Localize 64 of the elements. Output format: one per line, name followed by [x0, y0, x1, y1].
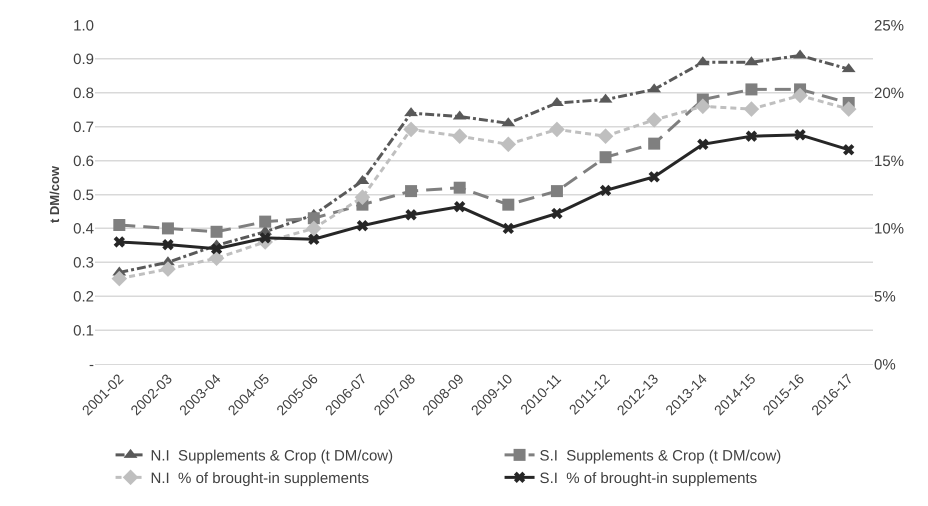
- point: [308, 212, 320, 224]
- y2-tick-label: 25%: [874, 17, 904, 34]
- point: [162, 239, 174, 250]
- point: [454, 182, 466, 194]
- point: [210, 243, 222, 254]
- y-tick-label: 0.9: [73, 51, 94, 68]
- point: [792, 88, 808, 104]
- point: [840, 101, 856, 117]
- legend-label: N.I % of brought-in supplements: [150, 470, 370, 488]
- legend-label: N.I Supplements & Crop (t DM/cow): [150, 448, 394, 465]
- y2-tick-label: 0%: [874, 356, 896, 374]
- point: [794, 129, 806, 140]
- point: [697, 138, 708, 150]
- point: [600, 184, 612, 196]
- legend-label: S.I % of brought-in supplements: [540, 470, 758, 488]
- y-axis-title: t DM/cow: [47, 165, 62, 224]
- point: [549, 122, 565, 138]
- y-tick-label: 0.1: [73, 322, 94, 340]
- point: [648, 138, 660, 150]
- point: [210, 226, 223, 238]
- point: [403, 122, 419, 138]
- point: [454, 201, 466, 212]
- y2-tick-label: 20%: [874, 85, 904, 102]
- point: [600, 151, 612, 164]
- y-tick-label: 0.7: [73, 118, 94, 136]
- y-tick-label: 1.0: [73, 17, 94, 34]
- y-tick-label: 0.2: [73, 288, 94, 306]
- point: [695, 98, 711, 114]
- point: [308, 234, 320, 245]
- legend-label: S.I Supplements & Crop (t DM/cow): [540, 448, 782, 465]
- point: [648, 171, 660, 183]
- point: [354, 189, 370, 206]
- point: [746, 130, 758, 142]
- point: [744, 101, 760, 117]
- point: [356, 220, 368, 232]
- point: [551, 208, 563, 220]
- point: [208, 250, 224, 266]
- point: [405, 209, 417, 220]
- point: [160, 261, 176, 277]
- point: [112, 270, 128, 286]
- point: [452, 128, 468, 144]
- point: [306, 220, 322, 236]
- y-tick-label: 0.3: [73, 254, 94, 272]
- point: [500, 136, 516, 152]
- y2-tick-label: 15%: [874, 152, 904, 170]
- point: [502, 198, 514, 211]
- y-tick-label: 0.6: [73, 152, 94, 170]
- point: [598, 128, 614, 144]
- y-tick-label: 0.8: [73, 85, 94, 102]
- y2-tick-label: 10%: [874, 220, 904, 238]
- point: [113, 219, 126, 232]
- point: [502, 222, 514, 234]
- point: [114, 236, 125, 248]
- y-tick-label: 0.4: [73, 220, 94, 238]
- point: [162, 222, 174, 234]
- point: [259, 216, 272, 228]
- y-tick-label: 0.5: [73, 186, 94, 204]
- point: [405, 185, 418, 198]
- point: [843, 144, 854, 156]
- point: [745, 83, 758, 96]
- point: [550, 185, 563, 198]
- y2-tick-label: 5%: [874, 288, 896, 306]
- point: [646, 112, 662, 128]
- y-tick-label: -: [89, 356, 94, 374]
